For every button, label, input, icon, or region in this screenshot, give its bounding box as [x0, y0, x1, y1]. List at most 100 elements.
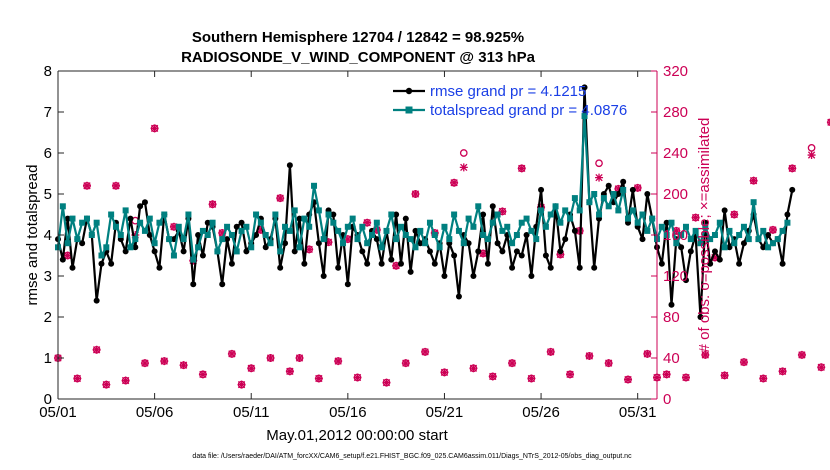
totalspread-point	[499, 227, 506, 234]
chart-subtitle: RADIOSONDE_V_WIND_COMPONENT @ 313 hPa	[181, 49, 536, 66]
totalspread-point	[112, 223, 119, 230]
obs-assimilated-point	[392, 261, 401, 270]
obs-assimilated-point	[324, 238, 333, 247]
rmse-point	[190, 281, 197, 288]
obs-assimilated-point	[218, 228, 227, 237]
obs-assimilated-point	[421, 347, 430, 356]
obs-assimilated-point	[710, 253, 719, 262]
obs-assimilated-point	[266, 354, 275, 362]
totalspread-point	[562, 207, 569, 214]
rmse-point	[615, 191, 622, 197]
rmse-point	[542, 252, 549, 259]
rmse-point	[238, 219, 245, 226]
legend: rmse grand pr = 4.1215 totalspread grand…	[393, 83, 627, 119]
totalspread-point	[552, 203, 559, 210]
rmse-point	[571, 227, 578, 234]
totalspread-point	[658, 223, 665, 230]
totalspread-point	[253, 211, 260, 218]
totalspread-point	[494, 211, 501, 218]
totalspread-point	[325, 211, 332, 218]
rmse-point	[108, 260, 115, 267]
obs-assimilated-point	[730, 210, 739, 219]
legend-totalspread-label: totalspread grand pr = 4.0876	[430, 102, 627, 119]
y-tick-label: 3	[44, 268, 52, 285]
obs-assimilated-point	[662, 370, 671, 379]
obs-assimilated-point	[353, 373, 362, 382]
rmse-point	[784, 211, 791, 218]
rmse-point	[402, 215, 409, 222]
totalspread-point	[170, 252, 177, 259]
rmse-point	[779, 260, 786, 267]
obs-assimilated-point	[469, 364, 478, 373]
totalspread-point	[721, 244, 728, 251]
y-tick-label: 8	[44, 63, 52, 80]
totalspread-point	[335, 227, 342, 234]
rmse-point	[441, 273, 448, 279]
rmse-point	[233, 223, 240, 230]
rmse-point	[64, 215, 71, 222]
totalspread-point	[668, 219, 675, 226]
totalspread-point	[320, 236, 327, 243]
obs-assimilated-point	[121, 376, 130, 385]
totalspread-point	[141, 227, 148, 234]
totalspread-point	[446, 236, 453, 243]
totalspread-point	[108, 211, 115, 218]
totalspread-point	[707, 236, 714, 243]
totalspread-point	[774, 236, 781, 243]
totalspread-point	[755, 236, 762, 243]
obs-assimilated-point	[227, 349, 236, 358]
legend-rmse-label: rmse grand pr = 4.1215	[430, 83, 586, 100]
rmse-point	[687, 248, 694, 255]
totalspread-point	[359, 223, 366, 230]
rmse-point	[286, 162, 293, 169]
rmse-point	[282, 240, 289, 247]
totalspread-point	[576, 207, 583, 214]
totalspread-point	[634, 219, 641, 226]
y-tick-label-right: 200	[663, 186, 688, 203]
totalspread-point	[166, 236, 173, 243]
rmse-point	[663, 219, 670, 226]
rmse-point	[426, 248, 433, 255]
totalspread-point	[625, 215, 632, 222]
obs-assimilated-point	[411, 190, 420, 198]
obs-assimilated-point	[672, 226, 681, 235]
y-tick-label: 1	[44, 350, 52, 367]
totalspread-point	[286, 227, 293, 234]
rmse-point	[378, 260, 385, 267]
totalspread-point	[79, 219, 86, 226]
totalspread-point	[228, 232, 235, 238]
obs-assimilated-point	[759, 374, 768, 383]
totalspread-point	[248, 244, 255, 251]
totalspread-point	[156, 219, 163, 226]
rmse-point	[431, 260, 438, 267]
rmse-point	[224, 236, 231, 243]
totalspread-point	[586, 199, 593, 206]
obs-assimilated-point	[92, 345, 101, 354]
footer-data-file: data file: /Users/raeder/DAI/ATM_forcXX/…	[192, 453, 632, 460]
obs-assimilated-point	[334, 357, 343, 366]
obs-assimilated-point	[498, 207, 507, 216]
rmse-point	[219, 281, 226, 288]
totalspread-point	[368, 232, 375, 238]
obs-assimilated-point	[314, 374, 323, 383]
obs-assimilated-point	[276, 194, 285, 203]
obs-assimilated-point	[169, 222, 178, 231]
rmse-point	[760, 244, 767, 251]
totalspread-point	[600, 195, 607, 202]
rmse-point	[132, 244, 139, 251]
obs-assimilated-point	[208, 200, 217, 209]
rmse-point	[509, 264, 516, 271]
obs-assimilated-point	[382, 378, 391, 387]
rmse-point	[122, 248, 129, 255]
totalspread-point	[489, 219, 496, 226]
obs-assimilated-point	[681, 373, 690, 382]
totalspread-point	[523, 215, 530, 222]
totalspread-point	[161, 211, 168, 218]
y-tick-label-right: 80	[663, 309, 680, 326]
x-tick-label: 05/26	[522, 404, 560, 421]
rmse-point	[484, 260, 491, 267]
obs-assimilated-point	[63, 251, 72, 260]
y-tick-label-right: 280	[663, 104, 688, 121]
rmse-point	[253, 232, 260, 238]
